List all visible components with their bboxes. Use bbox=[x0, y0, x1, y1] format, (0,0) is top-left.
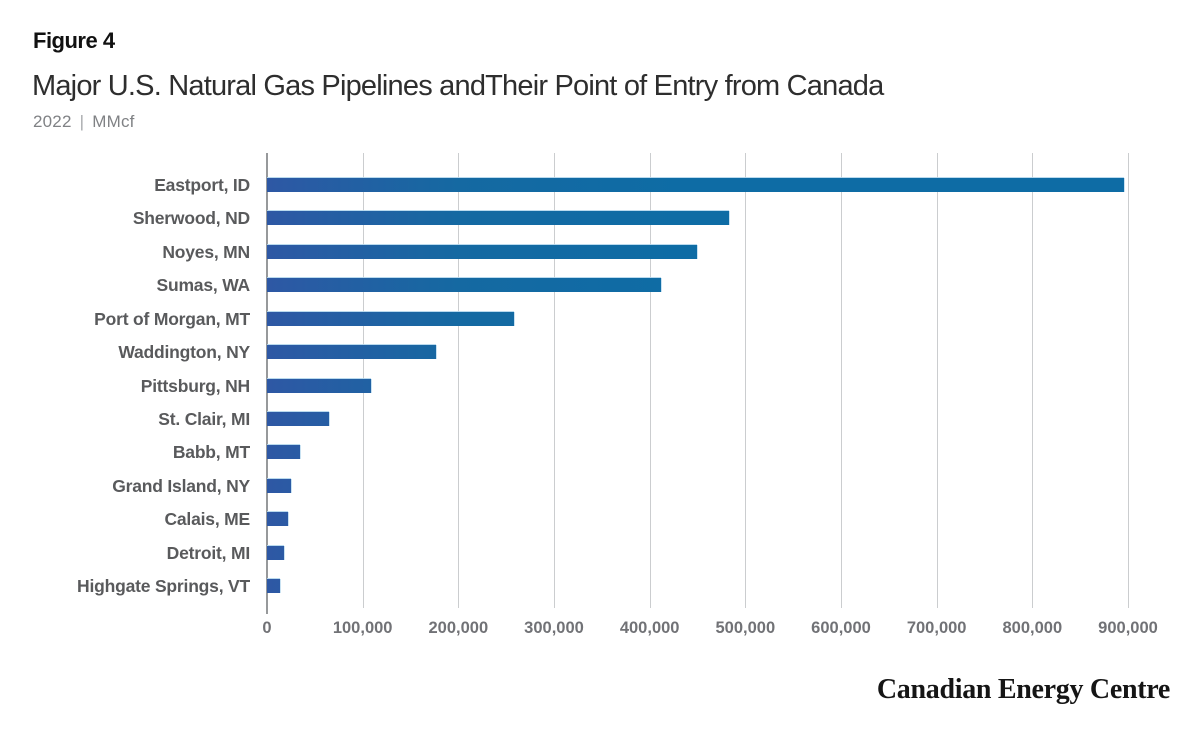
bar-row: Waddington, NY bbox=[118, 343, 1128, 361]
bar bbox=[267, 244, 697, 259]
bar bbox=[267, 211, 730, 226]
gridline bbox=[554, 153, 555, 608]
category-label: Detroit, MI bbox=[166, 542, 251, 563]
subtitle-separator: | bbox=[79, 112, 85, 131]
bar-row: Noyes, MN bbox=[162, 243, 1128, 261]
bar bbox=[267, 478, 291, 493]
x-tick-label: 500,000 bbox=[715, 619, 776, 637]
bar bbox=[267, 512, 289, 527]
figure-label: Figure 4 bbox=[33, 28, 115, 53]
bar-row: Pittsburg, NH bbox=[141, 377, 1128, 394]
gridline bbox=[936, 153, 938, 608]
category-label: St. Clair, MI bbox=[158, 408, 250, 429]
brand-logo-text: Canadian Energy Centre bbox=[876, 674, 1170, 705]
bar-row: Eastport, ID bbox=[154, 176, 1128, 194]
gridline bbox=[745, 153, 747, 608]
subtitle-year: 2022 bbox=[33, 112, 72, 131]
x-tick-label: 600,000 bbox=[811, 619, 871, 637]
bar bbox=[267, 345, 437, 360]
category-label: Noyes, MN bbox=[162, 241, 250, 262]
page-title: Major U.S. Natural Gas Pipelines andThei… bbox=[32, 70, 884, 102]
bar-row: St. Clair, MI bbox=[158, 410, 1128, 428]
category-label: Babb, MT bbox=[172, 442, 250, 463]
gridline bbox=[1128, 153, 1129, 608]
x-tick-label: 900,000 bbox=[1098, 619, 1158, 637]
bar bbox=[267, 445, 300, 460]
x-tick-label: 800,000 bbox=[1002, 619, 1063, 637]
x-tick-label: 100,000 bbox=[332, 619, 393, 637]
category-label: Sumas, WA bbox=[156, 275, 250, 296]
chart-subtitle: 2022 | MMcf bbox=[33, 112, 135, 132]
bar bbox=[267, 378, 372, 393]
category-label: Waddington, NY bbox=[118, 342, 250, 363]
bar bbox=[267, 178, 1125, 192]
bar-row: Babb, MT bbox=[173, 444, 1128, 461]
gridline bbox=[649, 153, 651, 608]
category-label: Port of Morgan, MT bbox=[94, 308, 250, 329]
subtitle-unit: MMcf bbox=[92, 112, 135, 131]
x-tick-label: 300,000 bbox=[524, 619, 584, 637]
gridline bbox=[458, 153, 460, 608]
bar bbox=[267, 278, 662, 293]
bar-row: Highgate Springs, VT bbox=[77, 577, 1128, 595]
gridline bbox=[841, 153, 842, 608]
x-tick-label: 700,000 bbox=[906, 619, 967, 637]
category-label: Pittsburg, NH bbox=[140, 375, 250, 396]
x-tick-label: 400,000 bbox=[619, 619, 680, 637]
bar-row: Calais, ME bbox=[164, 510, 1128, 528]
bar-row: Sumas, WA bbox=[156, 277, 1128, 294]
bar-chart-plot-area: Eastport, ID Sherwood, ND Noyes, MN Sumas, … bbox=[77, 153, 1129, 614]
bar-row: Grand Island, NY bbox=[112, 477, 1128, 495]
bar bbox=[267, 579, 281, 594]
category-label: Eastport, ID bbox=[154, 175, 250, 195]
bar-row: Detroit, MI bbox=[167, 544, 1128, 561]
bar-row: Port of Morgan, MT bbox=[94, 310, 1128, 327]
category-label: Calais, ME bbox=[164, 509, 250, 530]
bar bbox=[267, 311, 514, 326]
bar-row: Sherwood, ND bbox=[133, 210, 1128, 227]
category-label: Sherwood, ND bbox=[132, 208, 250, 229]
bar bbox=[267, 411, 330, 426]
gridline bbox=[1032, 153, 1034, 608]
bar bbox=[267, 545, 285, 560]
category-label: Grand Island, NY bbox=[112, 475, 250, 496]
x-tick-label: 0 bbox=[262, 619, 272, 637]
x-tick-label: 200,000 bbox=[428, 619, 489, 637]
category-label: Highgate Springs, VT bbox=[77, 576, 250, 597]
